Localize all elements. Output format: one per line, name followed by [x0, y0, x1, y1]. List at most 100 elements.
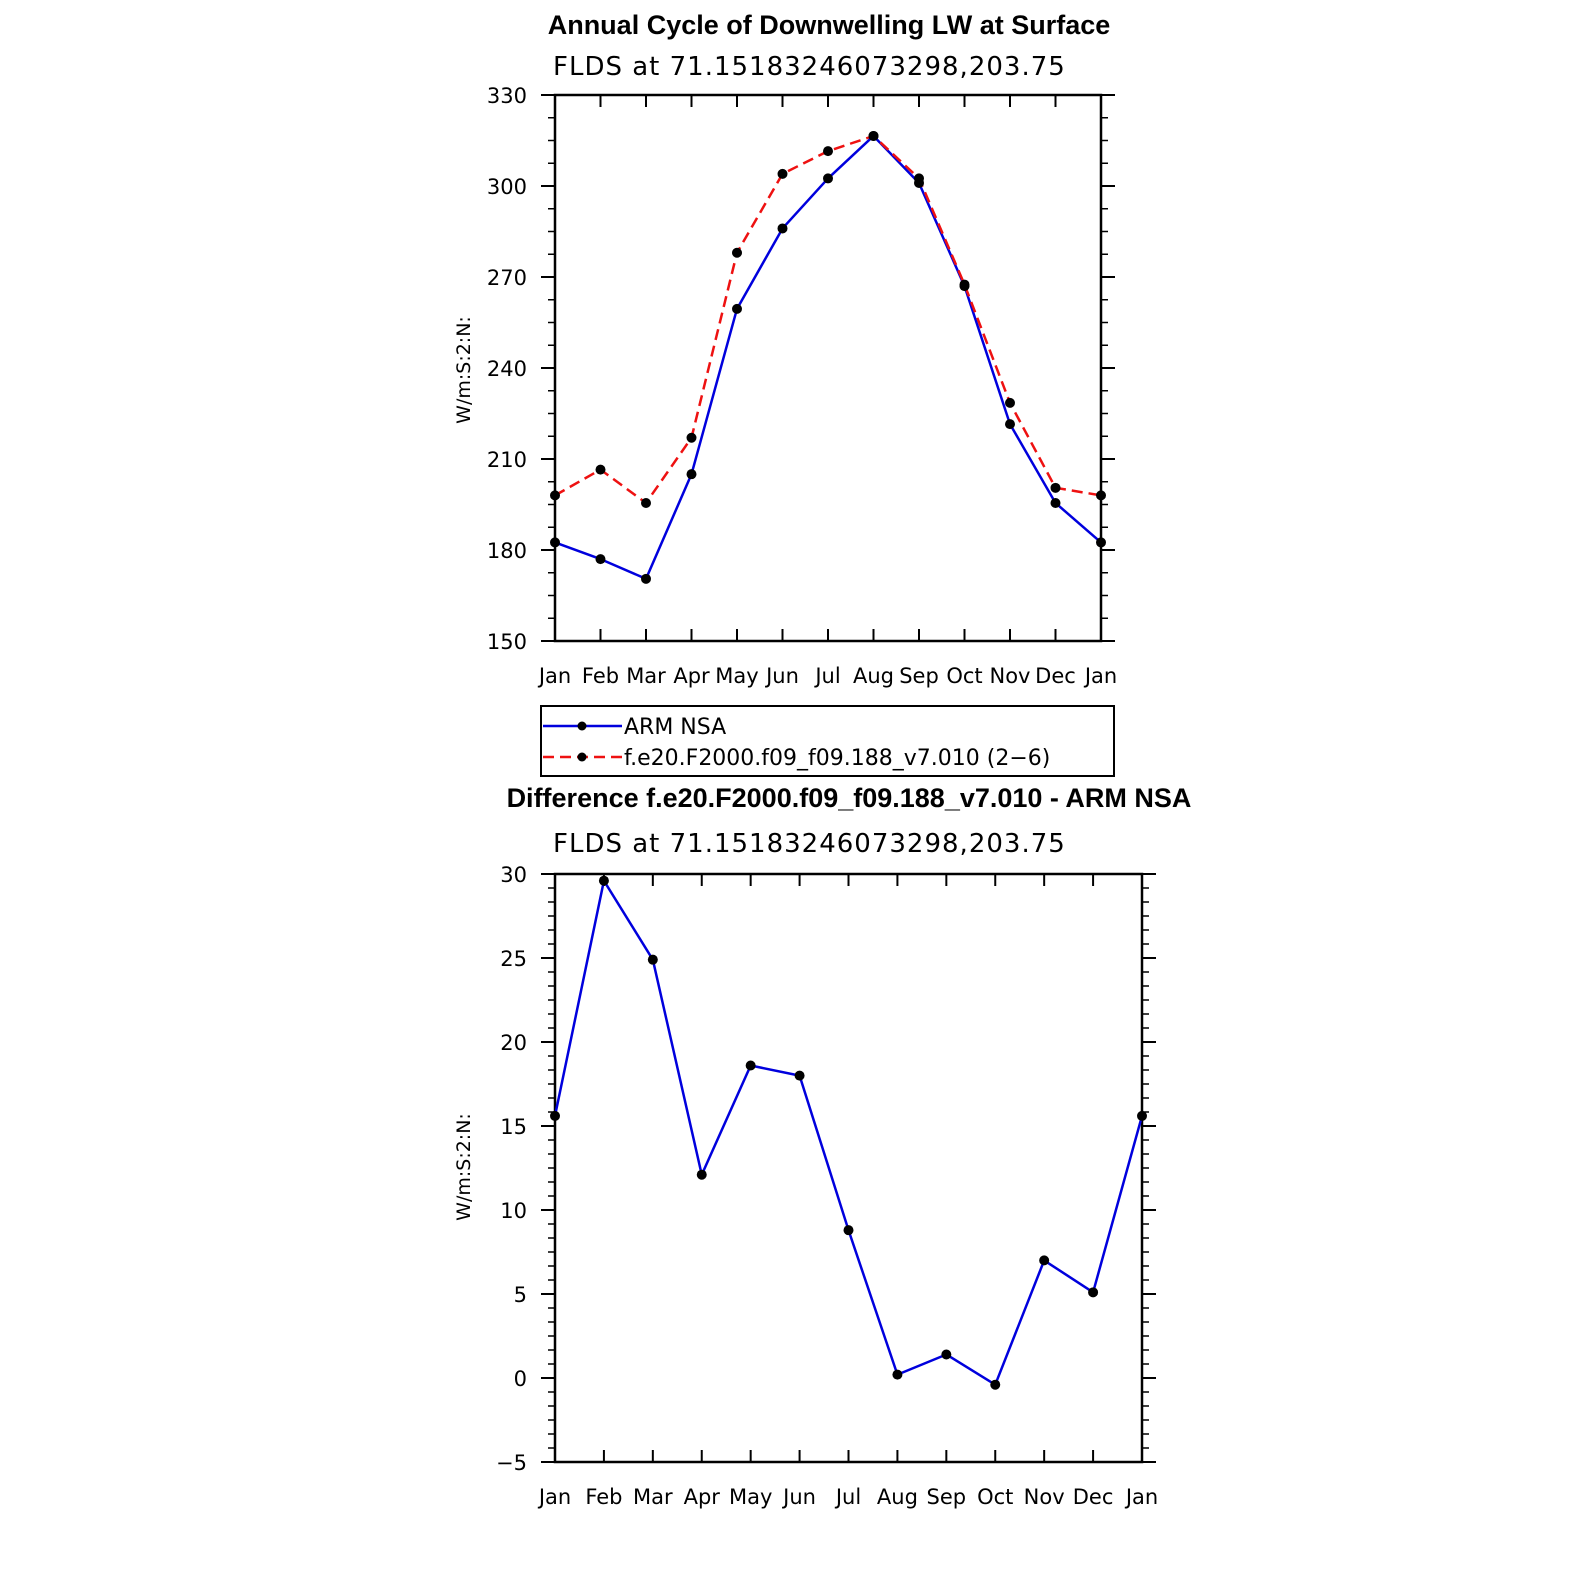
chart2-series-0-point — [550, 1110, 560, 1121]
chart1-xtick-label: Apr — [673, 664, 710, 688]
chart1-series-1-point — [595, 464, 606, 475]
difference-chart: Difference f.e20.F2000.f09_f09.188_v7.01… — [453, 783, 1191, 1509]
chart1-series-0-point — [686, 469, 697, 480]
chart1-series-0-point — [595, 554, 606, 565]
chart2-xtick-label: Feb — [585, 1485, 622, 1509]
chart1-ytick-label: 150 — [487, 630, 527, 654]
chart1-series — [550, 130, 1106, 584]
chart1-series-1-point — [732, 247, 742, 258]
chart1-ylabel: W/m:S:2:N: — [453, 316, 475, 424]
chart1-xtick-label: Nov — [990, 664, 1031, 688]
chart2-xtick-label: Dec — [1073, 1485, 1114, 1509]
chart1-xtick-label: Oct — [946, 664, 982, 688]
chart1-series-0-point — [550, 537, 560, 548]
chart2-subtitle: FLDS at 71.15183246073298,203.75 — [553, 829, 1066, 859]
chart1-xtick-label: Dec — [1035, 664, 1076, 688]
chart2-ytick-label: 15 — [500, 1115, 527, 1139]
chart2-title: Difference f.e20.F2000.f09_f09.188_v7.01… — [507, 783, 1192, 813]
chart1-subtitle: FLDS at 71.15183246073298,203.75 — [553, 52, 1066, 82]
legend-label-model: f.e20.F2000.f09_f09.188_v7.010 (2−6) — [624, 746, 1050, 771]
chart2-xtick-label: Jul — [834, 1485, 861, 1509]
chart2-xtick-label: Aug — [877, 1485, 918, 1509]
chart2-xtick-label: Jun — [781, 1485, 816, 1509]
chart2-series-0-point — [843, 1225, 854, 1236]
chart1-xtick-label: Jun — [764, 664, 799, 688]
chart1-series-1-point — [1096, 490, 1106, 501]
chart2-ytick-label: 20 — [500, 1031, 527, 1055]
chart2-series-0-point — [990, 1379, 1001, 1390]
chart2-series-line-0 — [553, 879, 1144, 1386]
chart2-ytick-label: 30 — [500, 863, 527, 887]
chart2-ytick-label: 25 — [500, 947, 527, 971]
chart2-series-0-point — [1137, 1110, 1147, 1121]
chart1-series-line-1 — [554, 134, 1102, 505]
chart1-series-line-0 — [554, 134, 1102, 581]
chart1-ytick-label: 180 — [487, 539, 527, 563]
chart1-title: Annual Cycle of Downwelling LW at Surfac… — [548, 10, 1111, 40]
chart1-xtick-label: Aug — [853, 664, 894, 688]
chart1-series-0-point — [641, 573, 651, 584]
chart1-series-0-point — [732, 303, 742, 314]
chart1-ytick-label: 210 — [487, 448, 527, 472]
chart2-series-0-point — [696, 1169, 707, 1180]
chart2-xtick-label: Mar — [633, 1485, 673, 1509]
chart2-plot-frame — [553, 872, 1144, 1464]
chart2-xtick-label: Jan — [537, 1485, 571, 1509]
chart2-ylabel: W/m:S:2:N: — [453, 1113, 475, 1221]
chart1-xtick-label: Feb — [582, 664, 619, 688]
chart2-series-0-point — [794, 1070, 805, 1081]
legend-box — [540, 705, 1115, 777]
chart1-series-1-point — [1005, 397, 1015, 408]
chart2-axes: Jan Feb Mar Apr May Jun Jul Aug Sep Oct Nov Dec Jan−… — [496, 863, 1158, 1509]
chart1-axes: Jan Feb Mar Apr May Jun Jul Aug Sep Oct Nov Dec Jan 1… — [487, 84, 1117, 688]
chart1-series-1-point — [823, 146, 833, 157]
chart2-ytick-label: 10 — [500, 1199, 527, 1223]
chart1-series-0-point — [1005, 419, 1015, 430]
chart2-series-0-point — [941, 1349, 952, 1360]
chart1-series-0-point — [823, 173, 833, 184]
chart1-series-1-point — [959, 279, 970, 290]
chart1-xtick-label: Mar — [626, 664, 666, 688]
chart2-ytick-label: 5 — [514, 1283, 527, 1307]
chart2-series-0-point — [647, 954, 658, 965]
chart1-series-1-point — [914, 173, 924, 184]
chart2-series-0-point — [745, 1060, 756, 1071]
chart1-ytick-label: 330 — [487, 84, 527, 108]
chart1-ytick-label: 240 — [487, 357, 527, 381]
chart1-ytick-label: 270 — [487, 266, 527, 290]
chart2-xtick-label: Nov — [1024, 1485, 1065, 1509]
chart2-xtick-label: Apr — [684, 1485, 721, 1509]
chart2-series-0-point — [1039, 1255, 1050, 1266]
chart2-series — [550, 875, 1147, 1390]
chart1-xtick-label: May — [715, 664, 758, 688]
chart2-xtick-label: Sep — [927, 1485, 967, 1509]
chart1-series-1-point — [550, 490, 560, 501]
legend-marker-model — [577, 752, 587, 762]
chart1-series-1-point — [777, 168, 788, 179]
chart2-ytick-label: 0 — [514, 1367, 527, 1391]
chart1-series-0-point — [777, 223, 788, 234]
chart1-series-1-point — [1050, 482, 1061, 493]
chart1-legend: ARM NSA f.e20.F2000.f09_f09.188_v7.010 (… — [540, 705, 1115, 777]
chart2-ytick-label: −5 — [496, 1451, 527, 1475]
chart2-xtick-label: Jan — [1124, 1485, 1158, 1509]
legend-marker-arm — [577, 721, 587, 731]
chart1-ytick-label: 300 — [487, 175, 527, 199]
chart1-xtick-label: Jan — [1083, 664, 1117, 688]
chart1-xtick-label: Jul — [813, 664, 840, 688]
chart1-series-1-point — [868, 130, 879, 141]
chart2-series-0-point — [892, 1369, 903, 1380]
chart1-series-0-point — [1050, 497, 1061, 508]
chart2-xtick-label: May — [729, 1485, 772, 1509]
chart1-series-0-point — [1096, 537, 1106, 548]
chart1-series-1-point — [641, 497, 651, 508]
chart2-series-0-point — [1088, 1287, 1099, 1298]
chart1-series-1-point — [686, 432, 697, 443]
chart2-series-0-point — [598, 875, 609, 886]
chart1-xtick-label: Sep — [899, 664, 939, 688]
legend-label-arm: ARM NSA — [624, 715, 726, 740]
chart2-xtick-label: Oct — [977, 1485, 1013, 1509]
chart1-xtick-label: Jan — [537, 664, 571, 688]
annual-cycle-chart: Annual Cycle of Downwelling LW at Surfac… — [453, 10, 1117, 777]
